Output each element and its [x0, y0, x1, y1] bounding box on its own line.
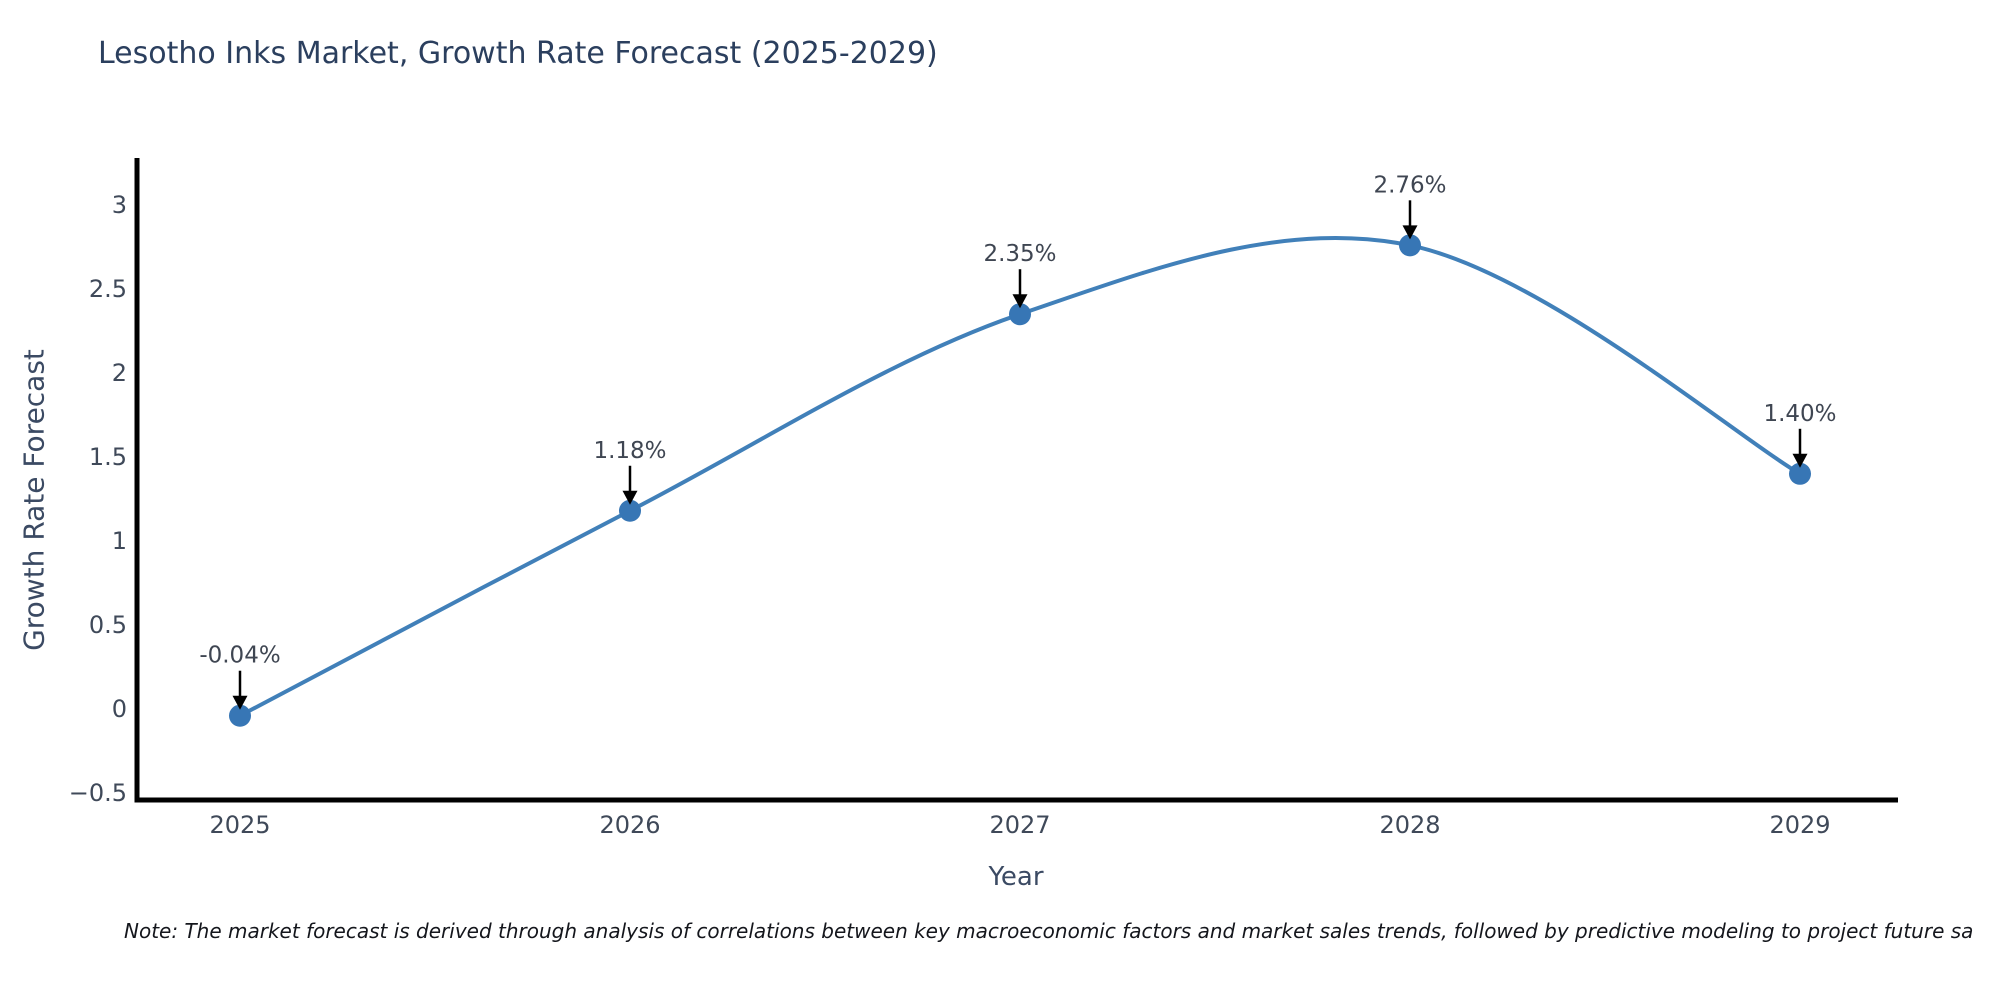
annotation-label: 2.35% — [983, 241, 1056, 267]
x-tick-label: 2025 — [209, 811, 270, 839]
data-point-marker — [1789, 462, 1811, 485]
x-tick-label: 2028 — [1379, 811, 1440, 839]
y-tick-label: 2 — [112, 359, 127, 387]
data-point-marker — [229, 704, 251, 727]
annotation-arrowhead — [622, 490, 638, 505]
data-point-marker — [1399, 234, 1421, 257]
data-point-marker — [1009, 303, 1031, 326]
annotation-label: -0.04% — [199, 643, 280, 669]
y-tick-label: 1.5 — [89, 443, 127, 471]
y-tick-label: 2.5 — [89, 275, 127, 303]
y-tick-label: 1 — [112, 527, 127, 555]
footnote: Note: The market forecast is derived thr… — [124, 919, 1974, 943]
x-axis-title: Year — [988, 862, 1044, 892]
y-tick-label: 0.5 — [89, 611, 127, 639]
annotation-arrowhead — [232, 695, 248, 710]
x-tick-label: 2026 — [599, 811, 660, 839]
chart-title: Lesotho Inks Market, Growth Rate Forecas… — [98, 36, 938, 71]
data-point-marker — [619, 499, 641, 522]
annotation-arrowhead — [1012, 294, 1028, 309]
annotation-label: 1.40% — [1763, 401, 1836, 427]
annotation-arrowhead — [1402, 225, 1418, 240]
y-tick-label: 3 — [112, 191, 127, 219]
y-tick-label: 0 — [112, 695, 127, 723]
x-tick-label: 2029 — [1769, 811, 1830, 839]
annotation-label: 1.18% — [593, 438, 666, 464]
x-tick-label: 2027 — [989, 811, 1050, 839]
annotation-arrowhead — [1792, 453, 1808, 468]
annotation-label: 2.76% — [1373, 172, 1446, 198]
y-tick-label: −0.5 — [69, 779, 127, 807]
